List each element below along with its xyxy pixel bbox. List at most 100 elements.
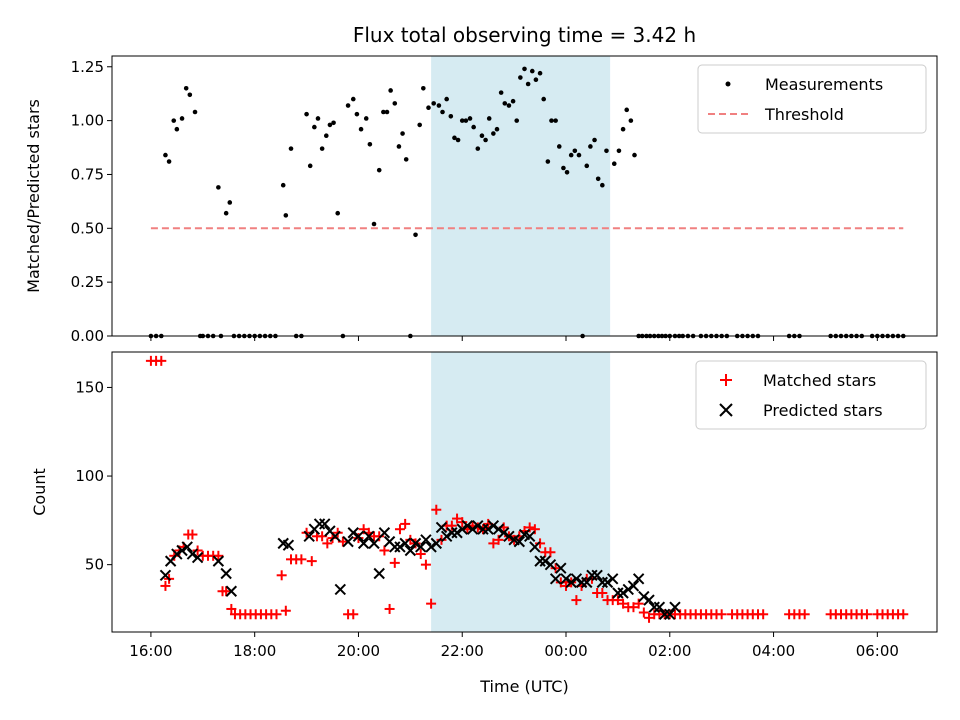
bottom-legend-box: [695, 360, 927, 430]
predicted-point: [498, 527, 510, 539]
predicted-point: [352, 530, 365, 543]
legend-predicted-marker: [719, 403, 733, 417]
top-x-axis-ticks: [150, 336, 878, 341]
bottom-x-axis-label: Time (UTC): [479, 677, 568, 696]
measurement-point: [187, 92, 193, 98]
predicted-point: [638, 590, 650, 603]
measurement-point: [545, 159, 551, 164]
predicted-point: [363, 530, 375, 543]
predicted-point: [220, 567, 232, 580]
measurement-point: [556, 144, 562, 149]
matched-point: [187, 529, 198, 540]
measurement-point: [486, 116, 492, 121]
predicted-point: [456, 523, 468, 535]
predicted-point: [342, 535, 354, 548]
matched-point: [405, 534, 416, 545]
predicted-point: [347, 527, 359, 539]
legend-measurements-marker: [725, 81, 731, 87]
predicted-point: [466, 523, 479, 535]
matched-point: [633, 598, 644, 609]
measurement-point: [304, 111, 309, 117]
predicted-point: [319, 518, 331, 530]
predicted-point: [658, 608, 671, 620]
measurement-point: [426, 105, 431, 110]
matched-point: [426, 598, 437, 609]
measurement-point: [350, 96, 356, 102]
matched-point: [628, 602, 639, 613]
bottom-y-tick-label: 50: [85, 556, 104, 574]
x-tick-label: 04:00: [752, 642, 795, 660]
predicted-point: [191, 551, 204, 564]
predicted-point: [482, 523, 494, 535]
measurement-point: [307, 163, 313, 169]
bottom-x-axis-ticks: 16:00 18:00 20:00 22:00 00:00 02:00 04:00 06:00: [129, 632, 899, 660]
measurement-point: [568, 152, 574, 158]
predicted-point: [632, 573, 645, 585]
bottom-legend: Matched stars Predicted stars: [695, 360, 927, 430]
measurement-point: [483, 137, 488, 143]
predicted-point: [601, 576, 614, 589]
measurement-point: [506, 103, 512, 108]
matched-point: [799, 609, 810, 620]
x-tick-label: 18:00: [233, 642, 276, 660]
predicted-point: [648, 601, 660, 613]
x-tick-label: 06:00: [856, 642, 899, 660]
matched-point: [226, 603, 237, 614]
matched-point: [221, 586, 232, 597]
matched-point: [571, 595, 582, 606]
matched-point: [400, 518, 411, 529]
x-tick-label: 22:00: [441, 642, 484, 660]
predicted-point: [440, 530, 453, 543]
matched-point: [446, 520, 457, 531]
measurement-point: [171, 118, 177, 123]
measurement-point: [498, 90, 504, 95]
measurement-point: [600, 182, 605, 188]
measurement-point: [440, 109, 445, 115]
predicted-point: [176, 544, 188, 557]
measurement-point: [537, 70, 543, 76]
matched-point: [545, 547, 556, 558]
measurement-point: [179, 116, 185, 121]
x-tick-label: 02:00: [648, 642, 691, 660]
predicted-point: [586, 569, 598, 581]
bottom-y-axis-ticks: 50 100 150: [75, 378, 112, 574]
matched-point: [555, 577, 566, 588]
measurement-point: [166, 159, 172, 164]
top-axes-frame: [111, 55, 938, 337]
measurement-point: [494, 126, 500, 132]
measurement-point: [327, 122, 333, 128]
predicted-point: [389, 541, 401, 553]
measurement-point: [611, 161, 617, 166]
top-plot-marks: [148, 66, 906, 339]
predicted-point: [181, 541, 193, 553]
top-legend: Measurements Threshold: [697, 64, 927, 134]
predicted-point: [425, 541, 437, 553]
measurement-point: [417, 122, 422, 128]
measurement-point: [312, 124, 317, 130]
predicted-point: [643, 594, 655, 606]
predicted-point: [415, 541, 427, 553]
measurement-point: [413, 232, 418, 238]
matched-point: [561, 580, 572, 591]
measurement-point: [367, 142, 373, 147]
measurement-point: [595, 176, 601, 182]
bottom-y-axis-label: Count: [30, 468, 49, 516]
measurement-point: [192, 109, 198, 115]
matched-point: [280, 605, 291, 616]
legend-matched-marker: [720, 374, 732, 386]
top-y-tick-label: 1.25: [71, 58, 104, 76]
legend-measurements-label: Measurements: [765, 75, 883, 94]
predicted-point: [373, 567, 385, 580]
predicted-point: [303, 530, 315, 543]
measurement-point: [163, 152, 168, 158]
measurement-point: [502, 101, 508, 106]
measurement-point: [363, 116, 369, 121]
measurement-point: [354, 111, 360, 117]
predicted-point: [212, 555, 225, 567]
predicted-point: [368, 537, 380, 550]
measurement-point: [514, 118, 520, 123]
matched-point: [353, 533, 364, 544]
measurement-point: [620, 126, 626, 132]
matched-point: [296, 554, 307, 565]
predicted-point: [549, 573, 562, 585]
